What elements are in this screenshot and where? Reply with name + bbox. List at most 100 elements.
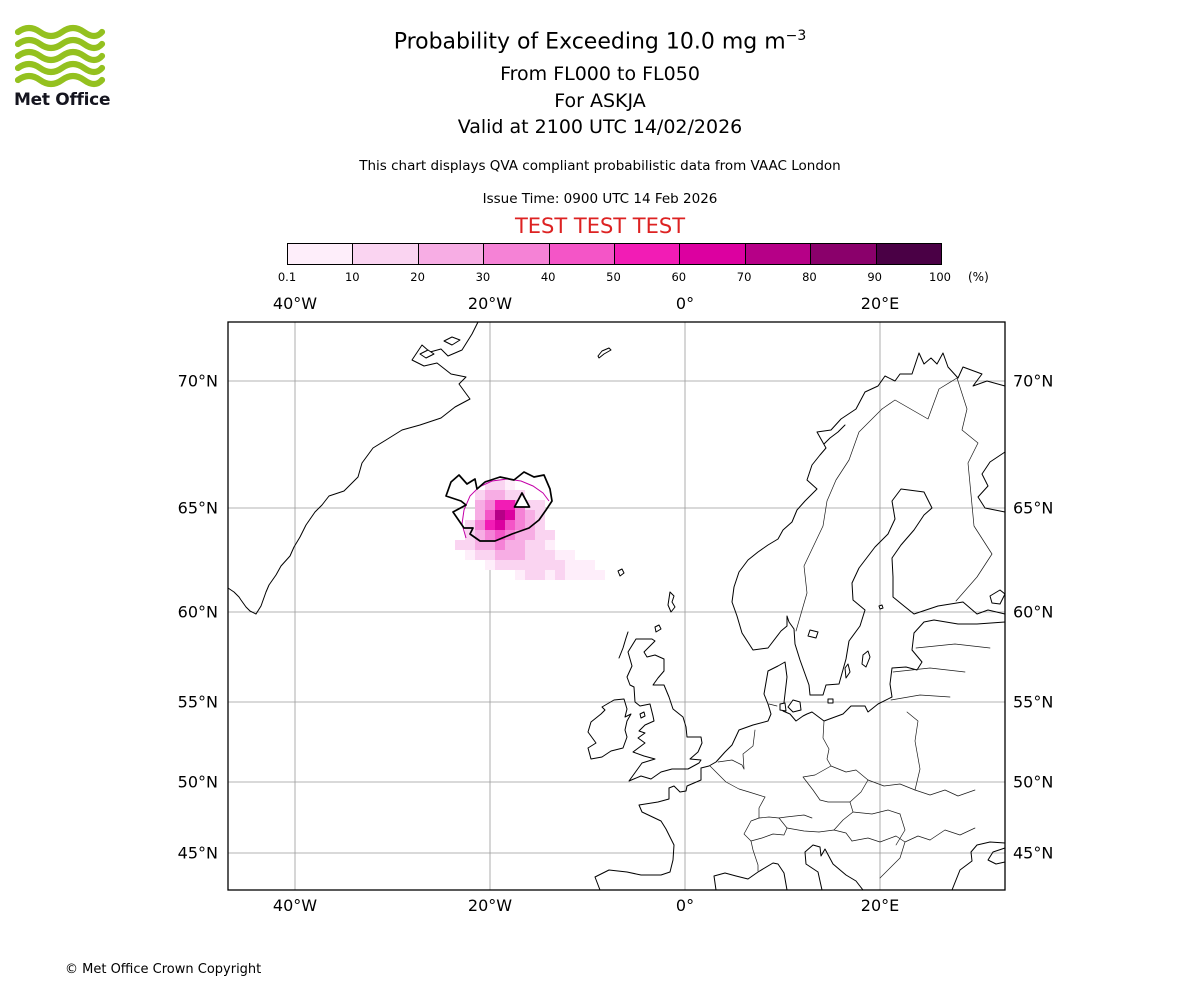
lat-label-left: 60°N bbox=[177, 602, 218, 622]
volcano-marker bbox=[513, 492, 531, 508]
colorbar-tick-label: 10 bbox=[344, 270, 360, 284]
coastline-crimea bbox=[987, 847, 1006, 865]
colorbar-tick-label: 50 bbox=[606, 270, 621, 284]
coastline-europe-west bbox=[594, 619, 1006, 891]
ash-plume-cell bbox=[525, 520, 535, 530]
ash-plume-cell bbox=[485, 500, 495, 510]
ash-plume-cell bbox=[545, 540, 555, 550]
lon-label-bottom: 20°W bbox=[467, 896, 513, 915]
colorbar-segment bbox=[680, 244, 746, 264]
qva-description: This chart displays QVA compliant probab… bbox=[359, 158, 841, 174]
ash-plume-cell bbox=[485, 540, 495, 550]
map-gridlines bbox=[228, 322, 1005, 890]
ash-plume-cell bbox=[485, 480, 495, 490]
coastlines bbox=[227, 321, 1006, 891]
coastline-shetland bbox=[667, 591, 676, 613]
lat-label-left: 65°N bbox=[177, 498, 218, 518]
ash-plume-cell bbox=[585, 560, 595, 570]
colorbar-tick-label: 70 bbox=[736, 270, 752, 284]
ash-plume-cell bbox=[495, 540, 505, 550]
ash-plume-cell bbox=[535, 520, 545, 530]
copyright: © Met Office Crown Copyright bbox=[65, 962, 262, 977]
ash-plume-cell bbox=[475, 500, 485, 510]
ash-plume-cell bbox=[535, 540, 545, 550]
colorbar-segment bbox=[876, 244, 942, 264]
ash-plume-cell bbox=[465, 520, 475, 530]
map-frame bbox=[227, 321, 1006, 891]
ash-plume-cell bbox=[505, 560, 515, 570]
lon-label-top: 40°W bbox=[272, 294, 318, 313]
lat-label-left: 70°N bbox=[177, 371, 218, 391]
ash-plume-cells bbox=[455, 480, 605, 580]
volcano-subtitle: For ASKJA bbox=[554, 90, 646, 112]
lon-label-bottom: 40°W bbox=[272, 896, 318, 915]
lon-label-bottom: 0° bbox=[675, 896, 695, 915]
lon-label-bottom: 20°E bbox=[860, 896, 900, 915]
ash-plume-cell bbox=[545, 570, 555, 580]
met-office-logo-text: Met Office bbox=[14, 90, 111, 110]
ash-plume-cell bbox=[485, 490, 495, 500]
chart-title: Probability of Exceeding 10.0 mg m−3 bbox=[0, 28, 1200, 54]
colorbar-segment bbox=[615, 244, 681, 264]
coastline-gotland bbox=[861, 650, 871, 668]
ash-plume-cell bbox=[465, 540, 475, 550]
valid-time-subtitle: Valid at 2100 UTC 14/02/2026 bbox=[457, 116, 743, 138]
lat-label-left: 50°N bbox=[177, 772, 218, 792]
lat-label-right: 60°N bbox=[1013, 602, 1054, 622]
ash-plume-cell bbox=[465, 550, 475, 560]
ash-plume-cell bbox=[495, 480, 505, 490]
ash-plume-cell bbox=[495, 490, 505, 500]
colorbar-segment bbox=[353, 244, 419, 264]
ash-plume-cell bbox=[565, 560, 575, 570]
colorbar-unit-label: (%) bbox=[968, 270, 989, 284]
ash-plume-cell bbox=[485, 520, 495, 530]
ash-plume-cell bbox=[515, 560, 525, 570]
ash-plume-cell bbox=[515, 520, 525, 530]
country-borders bbox=[709, 377, 993, 879]
ash-plume-cell bbox=[475, 520, 485, 530]
coastline-great-britain bbox=[626, 638, 703, 782]
volcano-triangle-icon bbox=[513, 492, 531, 508]
ash-plume-cell bbox=[535, 560, 545, 570]
ash-plume-cell bbox=[535, 570, 545, 580]
ash-plume-cell bbox=[585, 570, 595, 580]
ash-plume-cell bbox=[495, 510, 505, 520]
lon-label-top: 0° bbox=[675, 294, 695, 313]
ash-plume-cell bbox=[525, 540, 535, 550]
coastline-faroe bbox=[617, 568, 625, 577]
ash-plume-cell bbox=[595, 570, 605, 580]
coastline-scandinavia bbox=[731, 352, 1006, 696]
probability-colorbar bbox=[287, 243, 942, 265]
coastline-iceland bbox=[445, 471, 553, 542]
coastline-greenland-islet bbox=[443, 336, 461, 346]
coastline-aland bbox=[878, 604, 884, 610]
coastline-orkney bbox=[654, 624, 662, 633]
ash-plume-cell bbox=[545, 550, 555, 560]
ash-plume-cell bbox=[525, 550, 535, 560]
ash-plume-cell bbox=[515, 530, 525, 540]
ash-plume-cell bbox=[515, 540, 525, 550]
coastline-greenland bbox=[227, 321, 479, 615]
ash-plume-cell bbox=[495, 530, 505, 540]
flight-level-subtitle: From FL000 to FL050 bbox=[500, 63, 700, 85]
coastline-isle-of-man bbox=[639, 711, 646, 719]
colorbar-segment bbox=[288, 244, 354, 264]
lon-label-top: 20°E bbox=[860, 294, 900, 313]
lon-label-top: 20°W bbox=[467, 294, 513, 313]
coastline-black-sea bbox=[951, 841, 1006, 891]
ash-plume-cell bbox=[495, 550, 505, 560]
ash-plume-cell bbox=[535, 550, 545, 560]
ash-plume-cell bbox=[525, 570, 535, 580]
ash-plume-cell bbox=[515, 570, 525, 580]
lat-label-right: 50°N bbox=[1013, 772, 1054, 792]
lat-label-right: 70°N bbox=[1013, 371, 1054, 391]
lat-label-right: 45°N bbox=[1013, 843, 1054, 863]
ash-plume-cell bbox=[555, 550, 565, 560]
ash-plume-cell bbox=[545, 530, 555, 540]
ash-plume-cell bbox=[495, 560, 505, 570]
ash-plume-cell bbox=[475, 490, 485, 500]
colorbar-tick-label: 20 bbox=[410, 270, 425, 284]
lake-vanern bbox=[807, 629, 819, 639]
lat-label-right: 65°N bbox=[1013, 498, 1054, 518]
colorbar-tick-label: 60 bbox=[671, 270, 687, 284]
